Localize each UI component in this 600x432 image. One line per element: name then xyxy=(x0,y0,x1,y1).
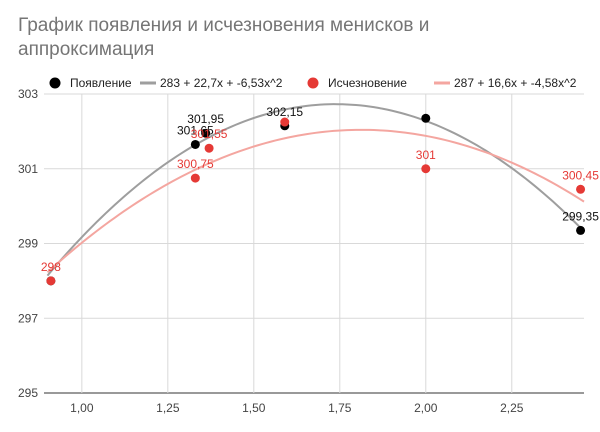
x-tick-label: 1,25 xyxy=(156,401,180,415)
legend-label: Исчезновение xyxy=(328,76,407,90)
legend-marker-icon xyxy=(49,77,61,89)
y-tick-label: 301 xyxy=(18,162,38,176)
point-disappearance xyxy=(204,143,214,153)
chart-title: График появления и исчезновения менисков… xyxy=(18,15,430,60)
x-tick-label: 2,25 xyxy=(500,401,524,415)
x-tick-label: 1,50 xyxy=(242,401,266,415)
point-disappearance xyxy=(190,173,200,183)
grid xyxy=(44,93,584,394)
x-tick-label: 1,00 xyxy=(70,401,94,415)
data-points xyxy=(46,113,586,286)
x-tick-label: 1,75 xyxy=(328,401,352,415)
trendline xyxy=(46,128,585,274)
point-appearance xyxy=(190,139,200,149)
point-disappearance xyxy=(46,276,56,286)
y-tick-label: 303 xyxy=(18,87,38,101)
data-label: 301,65 xyxy=(177,123,214,137)
legend: Появление 283 + 22,7x + -6,53x^2 Исчезнове… xyxy=(49,76,577,90)
data-label: 299,35 xyxy=(562,209,599,223)
axis-labels: 295 297 299 301 303 1,00 1,25 1,50 1,75 2,00 2,25 xyxy=(18,87,524,415)
data-label: 301,55 xyxy=(191,127,228,141)
point-disappearance xyxy=(576,184,586,194)
x-tick-label: 2,00 xyxy=(414,401,438,415)
data-label: 301 xyxy=(416,148,436,162)
legend-label: Появление xyxy=(70,76,132,90)
y-tick-label: 297 xyxy=(18,311,38,325)
point-appearance xyxy=(201,128,211,138)
trendline xyxy=(46,103,585,277)
point-disappearance xyxy=(421,164,431,174)
legend-label: 283 + 22,7x + -6,53x^2 xyxy=(160,76,283,90)
point-appearance xyxy=(576,225,586,235)
data-label: 300,45 xyxy=(562,168,599,182)
point-appearance xyxy=(421,113,431,123)
legend-label: 287 + 16,6x + -4,58x^2 xyxy=(454,76,577,90)
y-tick-label: 295 xyxy=(18,386,38,400)
data-label: 302,15 xyxy=(266,105,303,119)
trendlines xyxy=(46,103,585,277)
data-label: 301,95 xyxy=(187,112,224,126)
data-label: 298 xyxy=(41,260,61,274)
data-label: 300,75 xyxy=(177,157,214,171)
point-disappearance xyxy=(280,117,290,127)
y-tick-label: 299 xyxy=(18,237,38,251)
legend-marker-icon xyxy=(307,77,319,89)
